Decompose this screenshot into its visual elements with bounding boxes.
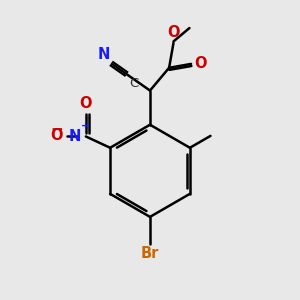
Text: Br: Br <box>141 246 159 261</box>
Text: O: O <box>50 128 63 143</box>
Text: +: + <box>81 121 91 131</box>
Text: O: O <box>167 25 180 40</box>
Text: −: − <box>50 122 63 137</box>
Text: C: C <box>129 77 139 90</box>
Text: N: N <box>98 47 110 62</box>
Text: O: O <box>80 96 92 111</box>
Text: N: N <box>69 129 81 144</box>
Text: O: O <box>194 56 206 71</box>
